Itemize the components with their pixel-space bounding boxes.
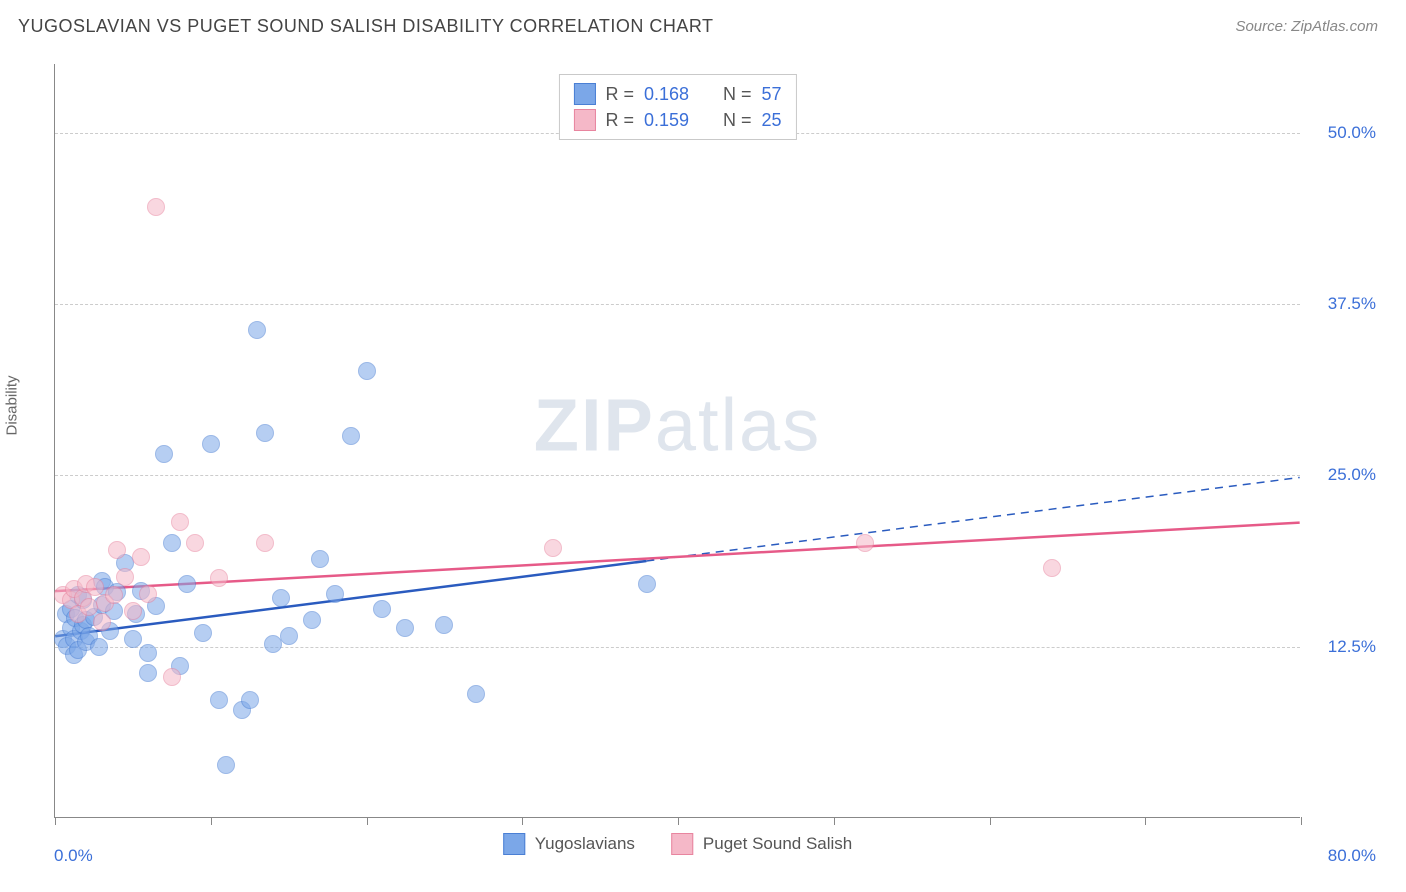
- x-tick: [211, 817, 212, 825]
- legend-series: Yugoslavians Puget Sound Salish: [503, 833, 853, 855]
- source-label: Source: ZipAtlas.com: [1235, 18, 1378, 35]
- legend-swatch: [671, 833, 693, 855]
- data-point: [1043, 559, 1061, 577]
- data-point: [638, 575, 656, 593]
- watermark: ZIPatlas: [534, 383, 821, 468]
- legend-label: Puget Sound Salish: [703, 834, 852, 854]
- r-value: 0.159: [644, 110, 689, 131]
- data-point: [139, 644, 157, 662]
- data-point: [108, 541, 126, 559]
- data-point: [280, 627, 298, 645]
- r-label: R =: [605, 110, 634, 131]
- data-point: [467, 685, 485, 703]
- x-tick: [678, 817, 679, 825]
- data-point: [396, 619, 414, 637]
- plot-area: ZIPatlas R =0.168N =57R =0.159N =25 Yugo…: [54, 64, 1300, 818]
- legend-stat-row: R = 0.168 N = 57: [573, 81, 781, 107]
- data-point: [256, 534, 274, 552]
- y-axis-label: Disability: [4, 375, 21, 435]
- data-point: [194, 624, 212, 642]
- y-tick-label: 12.5%: [1328, 637, 1376, 657]
- r-label: R =: [605, 84, 634, 105]
- data-point: [272, 589, 290, 607]
- n-value: 25: [762, 110, 782, 131]
- data-point: [132, 548, 150, 566]
- legend-item: Yugoslavians: [503, 833, 635, 855]
- legend-swatch: [573, 109, 595, 131]
- legend-item: Puget Sound Salish: [671, 833, 852, 855]
- data-point: [241, 691, 259, 709]
- legend-swatch: [503, 833, 525, 855]
- y-tick-label: 50.0%: [1328, 123, 1376, 143]
- data-point: [248, 321, 266, 339]
- data-point: [303, 611, 321, 629]
- y-tick-label: 25.0%: [1328, 465, 1376, 485]
- data-point: [116, 568, 134, 586]
- y-tick-label: 37.5%: [1328, 294, 1376, 314]
- legend-stat-row: R = 0.159 N = 25: [573, 107, 781, 133]
- data-point: [202, 435, 220, 453]
- data-point: [210, 691, 228, 709]
- legend-stats: R = 0.168 N = 57 R = 0.159 N = 25: [558, 74, 796, 140]
- x-tick: [55, 817, 56, 825]
- data-point: [139, 664, 157, 682]
- data-point: [124, 630, 142, 648]
- data-point: [124, 602, 142, 620]
- data-point: [155, 445, 173, 463]
- gridline: [55, 475, 1300, 476]
- data-point: [90, 638, 108, 656]
- legend-label: Yugoslavians: [535, 834, 635, 854]
- data-point: [856, 534, 874, 552]
- data-point: [210, 569, 228, 587]
- x-tick: [990, 817, 991, 825]
- gridline: [55, 304, 1300, 305]
- chart-title: YUGOSLAVIAN VS PUGET SOUND SALISH DISABI…: [18, 16, 714, 37]
- data-point: [171, 513, 189, 531]
- data-point: [326, 585, 344, 603]
- x-tick: [1145, 817, 1146, 825]
- x-max-label: 80.0%: [1328, 846, 1376, 866]
- data-point: [93, 613, 111, 631]
- data-point: [342, 427, 360, 445]
- data-point: [163, 668, 181, 686]
- r-value: 0.168: [644, 84, 689, 105]
- n-value: 57: [762, 84, 782, 105]
- x-tick: [1301, 817, 1302, 825]
- data-point: [311, 550, 329, 568]
- gridline: [55, 647, 1300, 648]
- data-point: [178, 575, 196, 593]
- n-label: N =: [723, 84, 752, 105]
- data-point: [435, 616, 453, 634]
- data-point: [373, 600, 391, 618]
- data-point: [86, 578, 104, 596]
- n-label: N =: [723, 110, 752, 131]
- data-point: [217, 756, 235, 774]
- data-point: [544, 539, 562, 557]
- x-tick: [834, 817, 835, 825]
- data-point: [139, 585, 157, 603]
- x-min-label: 0.0%: [54, 846, 93, 866]
- legend-swatch: [573, 83, 595, 105]
- data-point: [163, 534, 181, 552]
- chart-container: Disability ZIPatlas R =0.168N =57R =0.15…: [18, 52, 1388, 862]
- x-tick: [367, 817, 368, 825]
- data-point: [105, 586, 123, 604]
- data-point: [256, 424, 274, 442]
- x-tick: [522, 817, 523, 825]
- data-point: [186, 534, 204, 552]
- data-point: [147, 198, 165, 216]
- data-point: [358, 362, 376, 380]
